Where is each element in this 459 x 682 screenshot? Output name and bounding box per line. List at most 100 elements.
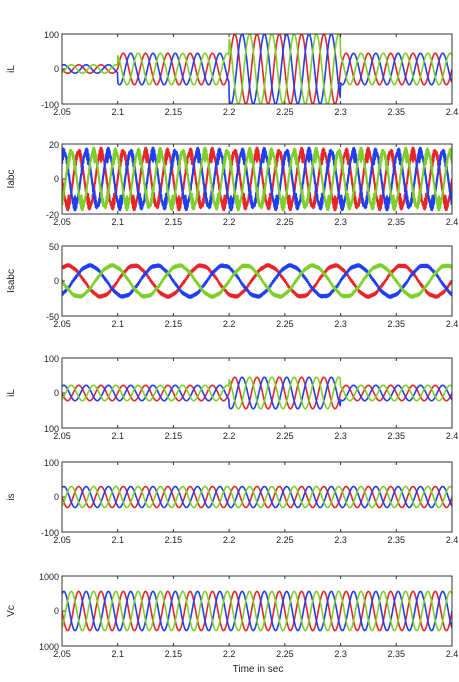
panel-4-series-phase-b [62, 376, 452, 410]
panel-3-x-tick-label: 2.35 [388, 319, 406, 329]
panel-2-x-tick-label: 2.2 [223, 217, 236, 227]
panel-4-x-tick-label: 2.4 [446, 431, 459, 441]
panel-6-y-axis-label: Vc [6, 605, 17, 617]
panel-1-series-phase-a [62, 34, 452, 104]
panel-5-y-tick-label: -100 [41, 528, 59, 538]
panel-4-axes-box [61, 357, 453, 429]
panel-5-x-tick-label: 2.3 [334, 535, 347, 545]
panel-1-x-tick-label: 2.05 [53, 107, 71, 117]
panel-2-x-tick-label: 2.1 [111, 217, 124, 227]
panel-6-x-tick-label: 2.4 [446, 649, 459, 659]
panel-5-x-tick-label: 2.05 [53, 535, 71, 545]
panel-1-axes-box [61, 33, 453, 105]
panel-5-traces [62, 485, 452, 509]
panel-5-y-axis-label: is [6, 493, 17, 500]
panel-5-y-tick-label: 100 [44, 458, 59, 468]
panel-3-y-tick-label: 50 [49, 242, 59, 252]
panel-4-series-phase-c [62, 376, 452, 410]
panel-5-x-tick-label: 2.35 [388, 535, 406, 545]
panel-5-y-tick-label: 0 [54, 492, 59, 502]
panel-1-x-tick-label: 2.15 [165, 107, 183, 117]
panel-1-x-tick-label: 2.4 [446, 107, 459, 117]
panel-4-x-tick-label: 2.35 [388, 431, 406, 441]
panel-3-x-tick-label: 2.25 [276, 319, 294, 329]
panel-5-x-tick-label: 2.15 [165, 535, 183, 545]
panel-1-y-axis-label: iL [6, 65, 17, 73]
panel-6-y-tick-label: 1000 [39, 572, 59, 582]
panel-1-y-tick-label: 100 [44, 30, 59, 40]
panel-3-x-tick-label: 2.05 [53, 319, 71, 329]
panel-2-series-phase-c [62, 146, 452, 212]
panel-2-x-tick-label: 2.15 [165, 217, 183, 227]
panel-4-x-tick-label: 2.15 [165, 431, 183, 441]
panel-5-x-tick-label: 2.2 [223, 535, 236, 545]
panel-1-traces [62, 34, 452, 104]
panel-6-x-tick-label: 2.35 [388, 649, 406, 659]
panel-1-y-tick-label: -100 [41, 100, 59, 110]
panel-2-traces [62, 146, 452, 212]
panel-3-y-tick-label: -50 [46, 312, 59, 322]
panel-2-x-tick-label: 2.4 [446, 217, 459, 227]
panel-4-series-phase-a [62, 376, 452, 410]
panel-6-x-tick-label: 2.2 [223, 649, 236, 659]
panel-2-y-axis-label: Iabc [6, 170, 17, 189]
panel-3-series-phase-c [62, 263, 452, 299]
panel-2-x-tick-label: 2.35 [388, 217, 406, 227]
x-axis-label: Time in sec [233, 664, 284, 675]
panel-3-y-tick-label: 0 [54, 276, 59, 286]
panel-3-x-tick-label: 2.3 [334, 319, 347, 329]
panel-4-y-tick-label: 100 [44, 424, 59, 434]
panel-6-x-tick-label: 2.05 [53, 649, 71, 659]
panel-2-x-tick-label: 2.25 [276, 217, 294, 227]
panel-1: 2.05 2.1 2.15 2.2 2.25 2.3 2.35 2.4 100 0 -100 iL [6, 30, 458, 117]
panel-6-axes-box [61, 575, 453, 647]
panel-2-x-tick-label: 2.3 [334, 217, 347, 227]
panel-6: 2.05 2.1 2.15 2.2 2.25 2.3 2.35 2.4 1000 0 1000 Vc [6, 572, 458, 659]
panel-3-series-phase-b [62, 263, 452, 299]
panel-5-x-tick-label: 2.4 [446, 535, 459, 545]
panel-6-x-tick-label: 2.3 [334, 649, 347, 659]
panel-5-series-phase-a [62, 485, 452, 509]
panel-5-x-tick-label: 2.25 [276, 535, 294, 545]
panel-6-x-tick-label: 2.1 [111, 649, 124, 659]
panel-3-traces [62, 263, 452, 299]
panel-1-series-phase-c [62, 34, 452, 104]
panel-2-y-tick-label: 20 [49, 140, 59, 150]
panel-5: 2.05 2.1 2.15 2.2 2.25 2.3 2.35 2.4 100 0 -100 is [6, 458, 458, 545]
panel-1-series-phase-b [62, 34, 452, 104]
panel-6-y-tick-label: 0 [54, 606, 59, 616]
panel-1-x-tick-label: 2.25 [276, 107, 294, 117]
panel-3: 2.05 2.1 2.15 2.2 2.25 2.3 2.35 2.4 50 0 -50 Isabc [6, 242, 458, 329]
panel-4-y-tick-label: 100 [44, 354, 59, 364]
panel-1-x-tick-label: 2.1 [111, 107, 124, 117]
panel-1-x-tick-label: 2.3 [334, 107, 347, 117]
panel-4-y-axis-label: iL [6, 389, 17, 397]
panel-6-x-tick-label: 2.15 [165, 649, 183, 659]
panel-4-y-tick-label: 0 [54, 388, 59, 398]
panel-6-traces [62, 590, 452, 632]
panel-2-x-tick-label: 2.05 [53, 217, 71, 227]
panel-4-x-tick-label: 2.05 [53, 431, 71, 441]
panel-5-axes-box [61, 461, 453, 533]
panel-3-x-tick-label: 2.15 [165, 319, 183, 329]
panel-3-y-axis-label: Isabc [6, 269, 17, 293]
panel-2-y-tick-label: 0 [54, 174, 59, 184]
panel-1-x-tick-label: 2.2 [223, 107, 236, 117]
panel-1-y-tick-label: 0 [54, 64, 59, 74]
panel-5-series-phase-c [62, 485, 452, 509]
panel-5-x-tick-label: 2.1 [111, 535, 124, 545]
panel-3-axes-box [61, 245, 453, 317]
panel-4: 2.05 2.1 2.15 2.2 2.25 2.3 2.35 2.4 100 0 100 iL [6, 354, 458, 441]
panel-4-traces [62, 376, 452, 410]
panel-4-x-tick-label: 2.2 [223, 431, 236, 441]
panel-1-x-tick-label: 2.35 [388, 107, 406, 117]
panel-3-x-tick-label: 2.4 [446, 319, 459, 329]
panel-2-y-tick-label: -20 [46, 210, 59, 220]
panel-4-x-tick-label: 2.25 [276, 431, 294, 441]
panel-4-x-tick-label: 2.1 [111, 431, 124, 441]
panel-6-series-phase-c [62, 590, 452, 632]
panel-3-x-tick-label: 2.1 [111, 319, 124, 329]
panel-6-y-tick-label: 1000 [39, 642, 59, 652]
panel-3-x-tick-label: 2.2 [223, 319, 236, 329]
